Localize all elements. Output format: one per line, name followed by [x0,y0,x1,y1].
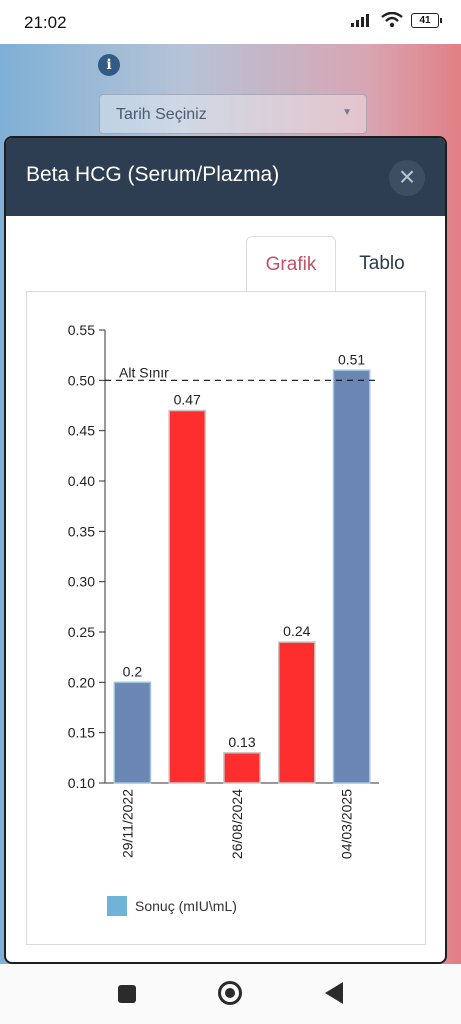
bar [113,681,152,784]
x-tick-label: 04/03/2025 [339,789,355,859]
y-tick-label: 0.25 [68,624,95,640]
status-icons: 41 [351,12,442,28]
clock: 21:02 [24,13,67,32]
chart-modal: Beta HCG (Serum/Plazma) × Grafik Tablo 0… [4,136,447,964]
bar [332,369,371,784]
data-label: 0.47 [174,392,201,408]
wifi-icon [381,12,403,28]
y-tick-label: 0.55 [68,322,95,338]
y-tick-label: 0.20 [68,674,95,690]
legend-swatch [107,896,127,916]
y-tick-label: 0.45 [68,423,95,439]
home-icon[interactable] [218,981,242,1005]
bar [168,409,207,784]
navigation-bar [0,964,461,1024]
data-label: 0.2 [123,663,143,679]
date-select-label: Tarih Seçiniz [116,106,207,123]
status-bar: 21:02 41 [0,0,461,44]
y-tick-label: 0.15 [68,725,95,741]
bar [277,641,316,784]
back-icon[interactable] [325,982,343,1004]
y-tick-label: 0.10 [68,775,95,791]
y-tick-label: 0.40 [68,473,95,489]
close-icon: × [398,161,416,192]
modal-header: Beta HCG (Serum/Plazma) × [6,138,445,216]
tab-grafik[interactable]: Grafik [246,236,336,292]
info-icon[interactable]: i [98,54,120,76]
data-label: 0.51 [338,351,365,367]
tab-bar: Grafik Tablo [6,236,445,292]
date-select[interactable]: Tarih Seçiniz ▼ [99,94,367,134]
chart-panel: 0.10 0.15 0.20 0.25 0.30 0.35 0.40 0.45 0.50 0.55… [26,291,426,945]
signal-icon [351,14,369,27]
legend[interactable]: Sonuç (mIU\mL) [107,896,237,916]
data-label: 0.13 [228,734,255,750]
data-label: 0.24 [283,623,310,639]
bar [223,752,261,784]
chevron-down-icon: ▼ [342,107,352,118]
y-tick-label: 0.30 [68,574,95,590]
bar-chart: 0.10 0.15 0.20 0.25 0.30 0.35 0.40 0.45 0.50 0.55… [68,322,379,859]
x-tick-label: 29/11/2022 [119,789,135,858]
recent-apps-icon[interactable] [118,985,136,1003]
tab-tablo[interactable]: Tablo [359,253,405,274]
y-tick-label: 0.50 [68,372,95,388]
modal-title: Beta HCG (Serum/Plazma) [26,163,280,186]
y-tick-label: 0.35 [68,523,95,539]
x-tick-label: 26/08/2024 [229,789,245,859]
legend-label: Sonuç (mIU\mL) [135,898,237,914]
close-button[interactable]: × [389,160,425,196]
reference-line-label: Alt Sınır [119,364,169,380]
battery-icon: 41 [411,12,442,28]
